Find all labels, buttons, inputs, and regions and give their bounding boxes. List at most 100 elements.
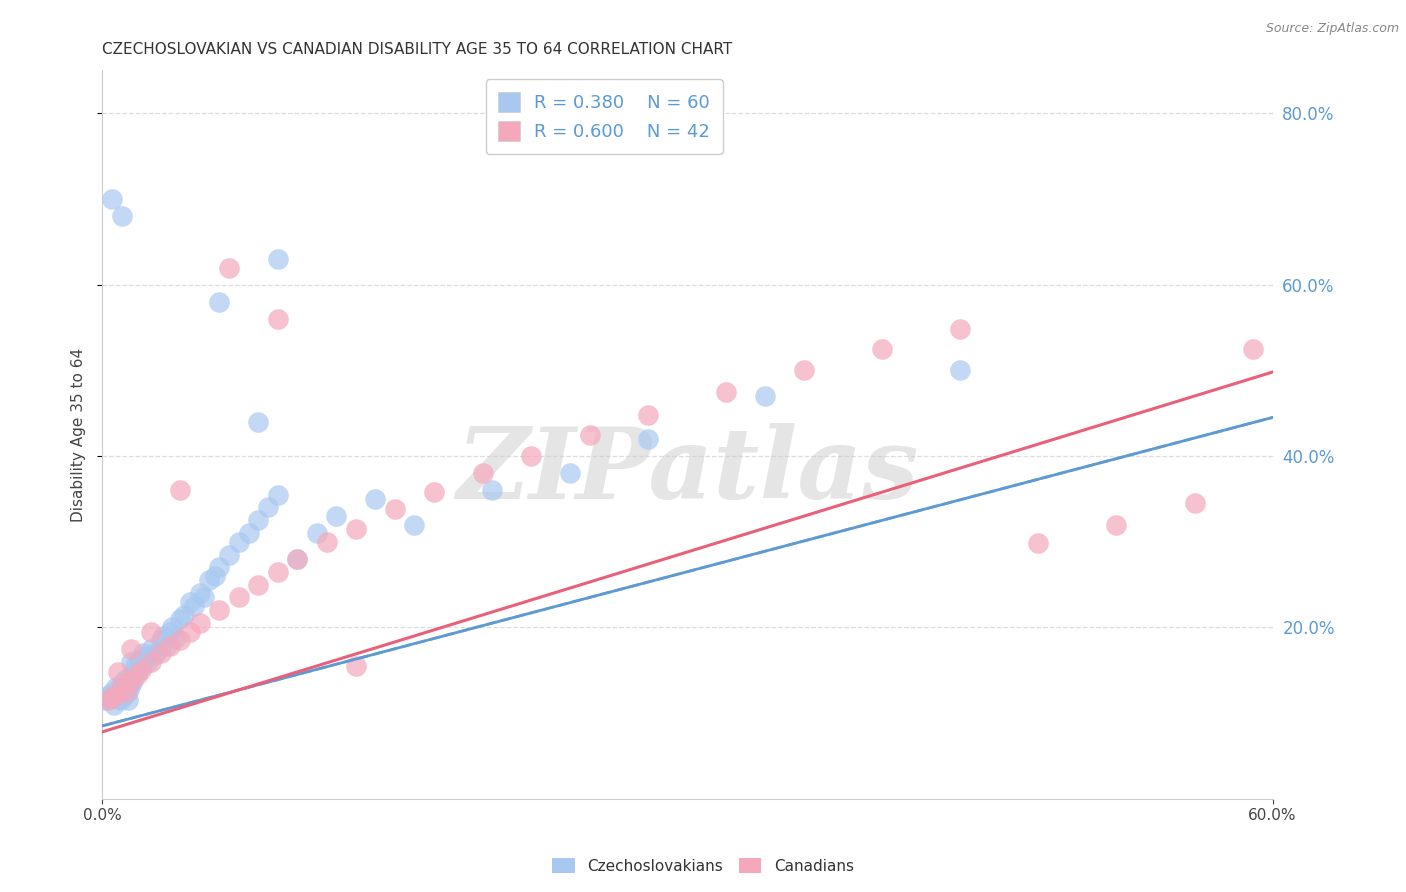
Point: [364, 491, 387, 506]
Point: [193, 591, 215, 605]
Point: [124, 659, 146, 673]
Point: [101, 684, 124, 698]
Point: [129, 659, 152, 673]
Point: [98, 690, 121, 705]
Point: [111, 209, 134, 223]
Point: [344, 522, 367, 536]
Point: [285, 551, 308, 566]
Point: [107, 687, 129, 701]
Point: [267, 487, 290, 501]
Point: [315, 534, 337, 549]
Point: [179, 624, 201, 639]
Point: [247, 415, 270, 429]
Point: [139, 641, 162, 656]
Point: [101, 690, 124, 705]
Point: [107, 690, 129, 705]
Point: [121, 667, 143, 681]
Point: [637, 432, 659, 446]
Legend: Czechoslovakians, Canadians: Czechoslovakians, Canadians: [547, 852, 859, 880]
Point: [305, 526, 328, 541]
Point: [97, 689, 120, 703]
Point: [204, 569, 226, 583]
Point: [121, 641, 143, 656]
Point: [169, 483, 191, 498]
Point: [520, 449, 543, 463]
Point: [267, 312, 290, 326]
Point: [155, 639, 177, 653]
Point: [560, 466, 582, 480]
Point: [637, 408, 659, 422]
Point: [257, 500, 280, 515]
Point: [117, 693, 139, 707]
Point: [122, 673, 145, 688]
Point: [101, 192, 124, 206]
Point: [872, 342, 894, 356]
Point: [149, 646, 172, 660]
Point: [579, 427, 602, 442]
Point: [179, 595, 201, 609]
Point: [267, 565, 290, 579]
Point: [169, 612, 191, 626]
Point: [149, 633, 172, 648]
Legend: R = 0.380    N = 60, R = 0.600    N = 42: R = 0.380 N = 60, R = 0.600 N = 42: [485, 79, 723, 153]
Point: [228, 591, 250, 605]
Point: [169, 633, 191, 648]
Point: [104, 687, 127, 701]
Point: [103, 698, 125, 712]
Point: [165, 631, 187, 645]
Point: [404, 517, 426, 532]
Point: [139, 624, 162, 639]
Point: [132, 646, 155, 660]
Point: [228, 534, 250, 549]
Point: [114, 684, 136, 698]
Point: [108, 693, 131, 707]
Point: [139, 655, 162, 669]
Point: [128, 653, 150, 667]
Point: [208, 603, 231, 617]
Point: [188, 616, 211, 631]
Point: [127, 665, 149, 679]
Y-axis label: Disability Age 35 to 64: Disability Age 35 to 64: [72, 348, 86, 522]
Point: [267, 252, 290, 266]
Point: [754, 389, 776, 403]
Point: [716, 384, 738, 399]
Point: [104, 681, 127, 695]
Point: [143, 648, 166, 662]
Point: [218, 260, 240, 275]
Point: [111, 682, 134, 697]
Point: [121, 655, 143, 669]
Point: [384, 502, 406, 516]
Point: [285, 551, 308, 566]
Point: [1028, 536, 1050, 550]
Point: [188, 586, 211, 600]
Point: [183, 599, 205, 613]
Point: [117, 684, 139, 698]
Point: [481, 483, 503, 498]
Point: [159, 624, 181, 639]
Point: [1241, 342, 1264, 356]
Point: [111, 681, 134, 695]
Point: [471, 466, 494, 480]
Point: [423, 485, 446, 500]
Point: [173, 607, 195, 622]
Point: [218, 548, 240, 562]
Point: [208, 560, 231, 574]
Point: [247, 577, 270, 591]
Point: [118, 681, 141, 695]
Point: [247, 513, 270, 527]
Point: [325, 508, 347, 523]
Point: [793, 363, 815, 377]
Point: [1105, 517, 1128, 532]
Point: [129, 663, 152, 677]
Point: [107, 665, 129, 679]
Point: [208, 294, 231, 309]
Text: ZIPatlas: ZIPatlas: [456, 423, 918, 519]
Point: [121, 673, 143, 688]
Point: [94, 693, 117, 707]
Point: [1184, 496, 1206, 510]
Point: [198, 574, 221, 588]
Point: [949, 363, 972, 377]
Text: CZECHOSLOVAKIAN VS CANADIAN DISABILITY AGE 35 TO 64 CORRELATION CHART: CZECHOSLOVAKIAN VS CANADIAN DISABILITY A…: [103, 42, 733, 57]
Point: [949, 322, 972, 336]
Point: [152, 629, 174, 643]
